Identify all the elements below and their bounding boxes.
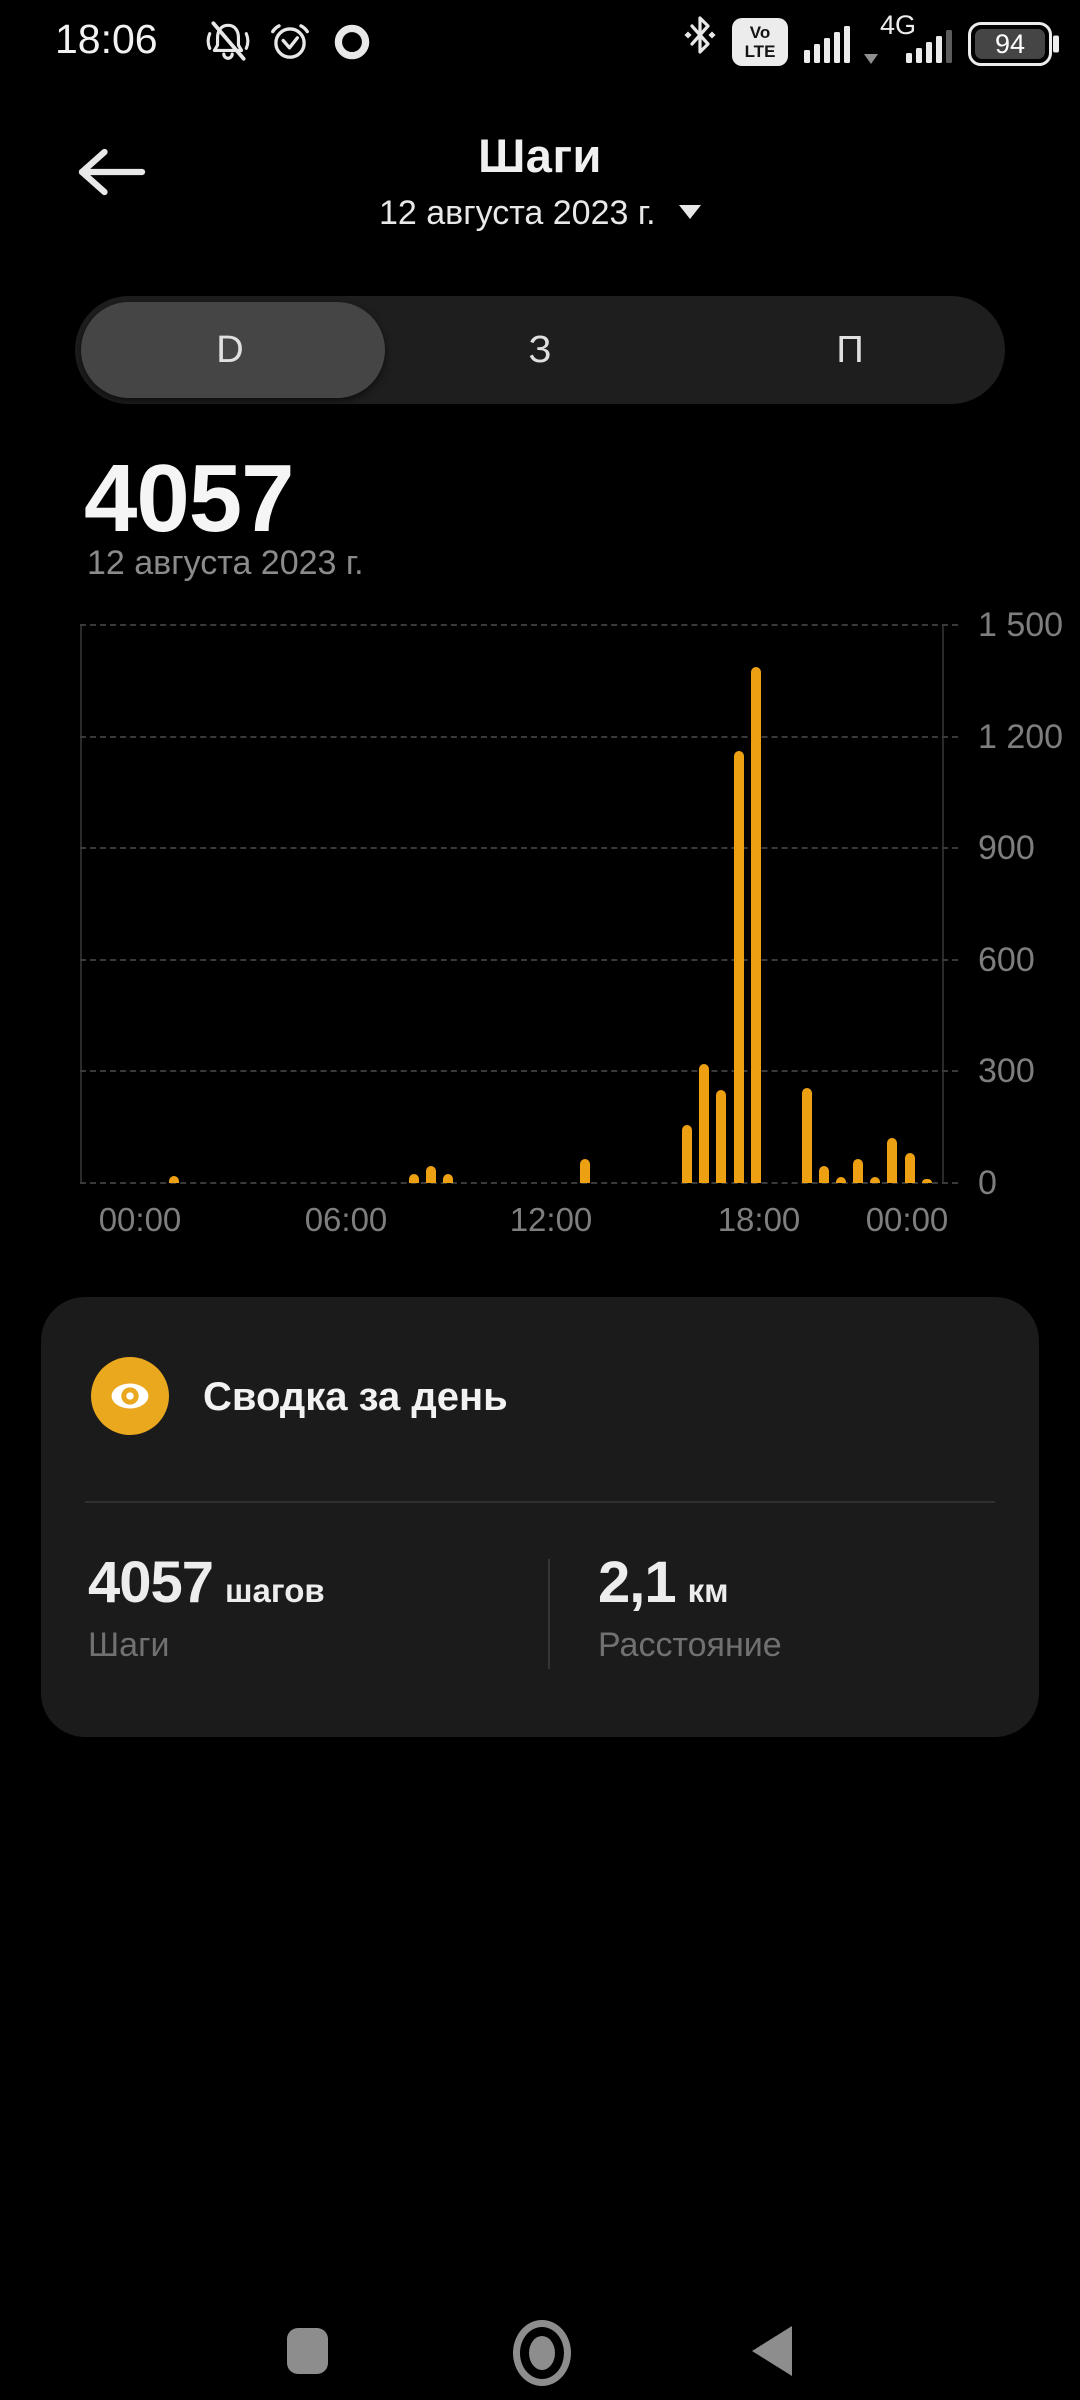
back-button[interactable]: [72, 140, 152, 210]
chart-bar: [442, 1173, 453, 1183]
chart-bar: [750, 667, 761, 1183]
steps-stat: 4057 шагов Шаги: [88, 1549, 325, 1665]
steps-total-date: 12 августа 2023 г.: [87, 544, 364, 582]
back-nav-button[interactable]: [752, 2326, 792, 2376]
chevron-down-icon: [679, 205, 702, 220]
chart-gridline: [80, 1182, 958, 1184]
data-saver-icon: [329, 18, 375, 69]
battery-icon: 94: [968, 22, 1059, 66]
eye-icon: [111, 1383, 149, 1409]
card-divider: [85, 1501, 995, 1503]
chart-bar: [699, 1063, 710, 1183]
volte-badge: Vo LTE: [732, 18, 788, 66]
tab-month[interactable]: П: [836, 328, 864, 371]
steps-total-value: 4057: [84, 445, 295, 552]
x-axis-label: 00:00: [865, 1201, 949, 1238]
home-icon: [529, 2336, 555, 2370]
steps-bar-chart: 1 500 1 200 900 600 300 0 00:00 06:00 12:00 18:00…: [80, 606, 1063, 1238]
tab-day[interactable]: D: [216, 328, 244, 371]
card-title: Сводка за день: [203, 1375, 508, 1419]
chart-gridline: [80, 1070, 958, 1073]
signal-sim2-icon: 4G: [864, 10, 952, 66]
steps-stat-value: 4057: [88, 1550, 214, 1615]
chart-bar: [716, 1090, 727, 1183]
chart-bar: [579, 1158, 590, 1183]
back-arrow-icon: [78, 148, 146, 196]
distance-stat-unit: км: [687, 1572, 729, 1609]
y-axis-label: 300: [978, 1052, 1035, 1091]
chart-gridline: [80, 735, 958, 738]
chart-bar: [921, 1179, 932, 1183]
chart-bar: [408, 1173, 419, 1183]
mute-vibrate-icon: [205, 18, 251, 69]
day-summary-card: Сводка за день 4057 шагов Шаги 2,1 км Расс…: [41, 1297, 1039, 1737]
chart-gridline: [80, 624, 958, 626]
chart-gridline: [80, 847, 958, 850]
y-axis-label: 1 500: [978, 606, 1064, 644]
chart-bar: [733, 751, 744, 1183]
signal-sim1-icon: [804, 23, 850, 66]
stats-divider: [548, 1559, 550, 1669]
chart-bar: [853, 1158, 864, 1183]
y-axis-label: 600: [978, 940, 1035, 979]
period-tabs: D З П: [75, 296, 1005, 404]
chart-bar: [870, 1177, 881, 1183]
chart-bar: [819, 1166, 829, 1183]
x-axis-label: 00:00: [98, 1201, 182, 1238]
x-axis-label: 06:00: [304, 1201, 388, 1238]
date-selector[interactable]: 12 августа 2023 г.: [0, 194, 1080, 233]
chart-bar: [887, 1138, 898, 1183]
chart-bar: [169, 1175, 180, 1183]
chart-bar: [836, 1177, 847, 1183]
chart-bar: [682, 1125, 693, 1183]
y-axis-label: 0: [978, 1164, 997, 1202]
distance-stat-label: Расстояние: [598, 1626, 782, 1664]
data-activity-icon: [864, 54, 878, 64]
network-type-label: 4G: [880, 10, 917, 40]
distance-stat: 2,1 км Расстояние: [598, 1549, 782, 1665]
x-axis-label: 12:00: [509, 1201, 593, 1238]
y-axis-label: 1 200: [978, 717, 1064, 756]
eye-badge: [91, 1357, 169, 1435]
clock: 18:06: [55, 16, 158, 62]
distance-stat-value: 2,1: [598, 1550, 677, 1615]
steps-stat-label: Шаги: [88, 1626, 170, 1664]
recents-button[interactable]: [287, 2328, 328, 2374]
chart-bar: [801, 1088, 812, 1183]
selected-tab-thumb: [81, 302, 385, 398]
date-selector-label: 12 августа 2023 г.: [378, 194, 656, 232]
bluetooth-icon: [684, 11, 716, 66]
home-button[interactable]: [513, 2320, 571, 2386]
page-title: Шаги: [478, 129, 602, 182]
y-axis-label: 900: [978, 829, 1035, 868]
chart-right-border: [942, 625, 944, 1183]
status-bar: 18:06: [0, 0, 1080, 80]
battery-percent: 94: [975, 29, 1045, 59]
tab-week[interactable]: З: [528, 328, 552, 371]
system-nav-bar: [0, 2300, 1080, 2400]
alarm-icon: [267, 18, 313, 69]
chart-gridline: [80, 958, 958, 961]
steps-stat-unit: шагов: [225, 1572, 325, 1609]
chart-left-border: [80, 625, 82, 1183]
x-axis-label: 18:00: [717, 1201, 801, 1238]
chart-bar: [904, 1153, 915, 1183]
chart-bar: [425, 1166, 436, 1183]
